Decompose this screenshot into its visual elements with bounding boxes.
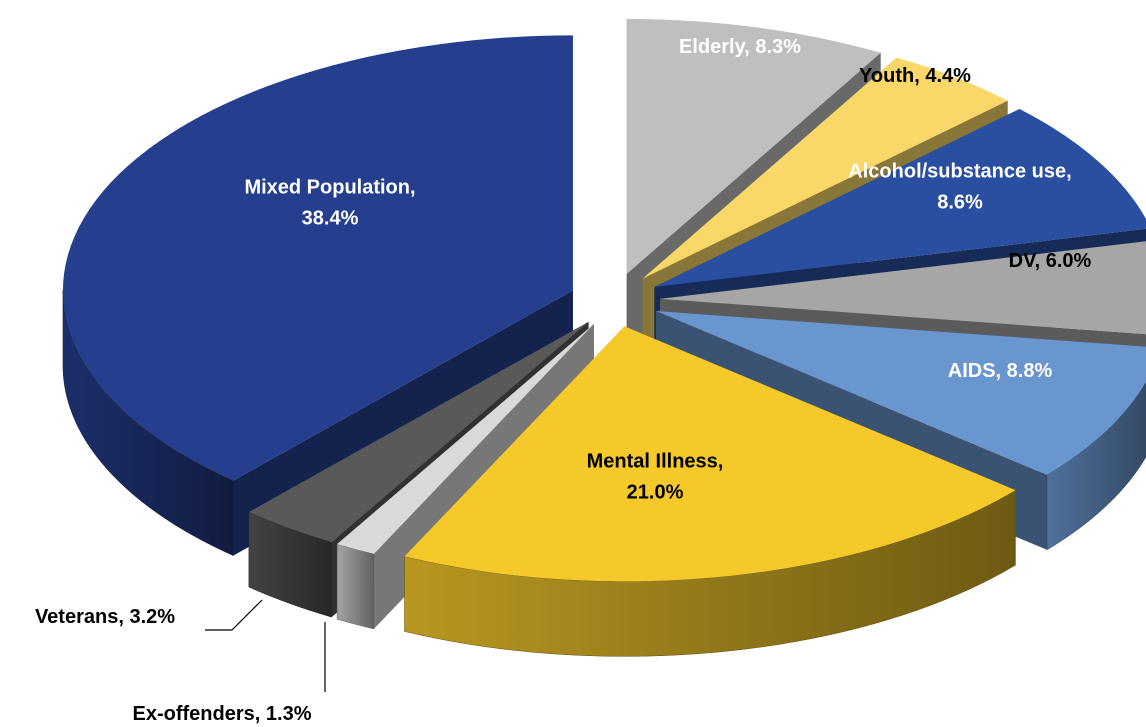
slice-top xyxy=(404,326,1016,582)
data-label-value: 38.4% xyxy=(302,207,359,229)
slice-top xyxy=(656,311,1146,475)
data-label: Ex-offenders, 1.3% xyxy=(133,703,312,725)
slice xyxy=(404,326,1016,657)
data-label-value: 1.3% xyxy=(266,703,312,725)
slice-wall xyxy=(336,543,375,630)
data-label-category: Mixed Population, xyxy=(244,176,415,198)
data-label-category: Veterans, xyxy=(35,606,124,628)
data-label: DV, 6.0% xyxy=(1009,250,1092,272)
data-label-category: AIDS, xyxy=(948,360,1001,382)
data-label-value: 6.0% xyxy=(1046,250,1092,272)
data-label-category: Ex-offenders, xyxy=(133,703,261,725)
data-label-value: 3.2% xyxy=(129,606,175,628)
data-label-category: Alcohol/substance use, xyxy=(848,160,1071,182)
leader-line xyxy=(205,599,263,631)
data-label: AIDS, 8.8% xyxy=(948,360,1053,382)
data-label: Veterans, 3.2% xyxy=(35,606,175,628)
slice-top xyxy=(337,323,594,554)
data-label-category: Mental Illness, xyxy=(587,450,724,472)
data-label-category: Youth, xyxy=(859,65,920,87)
data-label-value: 4.4% xyxy=(925,65,971,87)
slice-top xyxy=(62,35,573,481)
data-label-value: 21.0% xyxy=(627,481,684,503)
data-label: Elderly, 8.3% xyxy=(679,36,801,58)
slice-top xyxy=(654,108,1146,287)
data-label-category: Elderly, xyxy=(679,36,750,58)
slice-top xyxy=(626,18,881,274)
data-label-value: 8.8% xyxy=(1007,360,1053,382)
slice-top xyxy=(642,57,1008,279)
data-label-value: 8.3% xyxy=(755,36,801,58)
slice-side xyxy=(337,323,594,620)
slice-top xyxy=(248,321,589,543)
data-label-category: DV, xyxy=(1009,250,1041,272)
slice-top xyxy=(659,241,1146,335)
data-label: Youth, 4.4% xyxy=(859,65,971,87)
data-label-value: 8.6% xyxy=(937,191,983,213)
